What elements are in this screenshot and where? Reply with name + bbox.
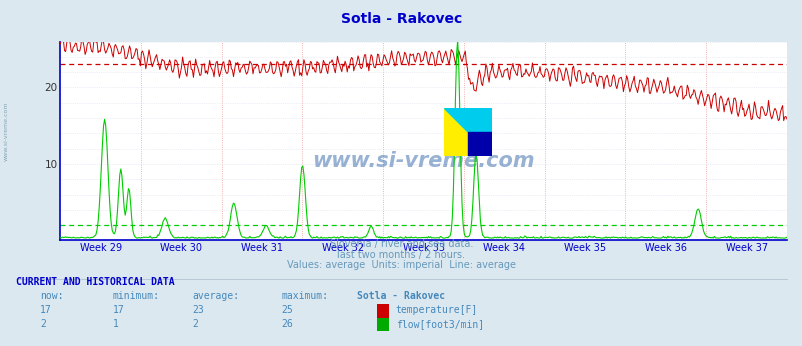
Polygon shape <box>444 108 492 156</box>
Text: Sotla - Rakovec: Sotla - Rakovec <box>357 291 445 301</box>
Text: CURRENT AND HISTORICAL DATA: CURRENT AND HISTORICAL DATA <box>16 277 175 288</box>
Text: Slovenia / river and sea data.: Slovenia / river and sea data. <box>330 239 472 249</box>
Polygon shape <box>444 108 492 156</box>
Text: Values: average  Units: imperial  Line: average: Values: average Units: imperial Line: av… <box>286 260 516 270</box>
Text: 23: 23 <box>192 305 205 315</box>
Text: 1: 1 <box>112 319 118 329</box>
Text: 2: 2 <box>40 319 46 329</box>
Text: temperature[F]: temperature[F] <box>395 305 477 315</box>
Text: 17: 17 <box>40 305 52 315</box>
Text: www.si-vreme.com: www.si-vreme.com <box>312 151 534 171</box>
Text: www.si-vreme.com: www.si-vreme.com <box>4 102 9 161</box>
Text: 25: 25 <box>281 305 293 315</box>
Text: last two months / 2 hours.: last two months / 2 hours. <box>337 250 465 260</box>
Text: minimum:: minimum: <box>112 291 160 301</box>
Text: flow[foot3/min]: flow[foot3/min] <box>395 319 484 329</box>
Text: average:: average: <box>192 291 240 301</box>
Text: maximum:: maximum: <box>281 291 328 301</box>
Bar <box>468 132 492 156</box>
Text: 17: 17 <box>112 305 124 315</box>
Text: 26: 26 <box>281 319 293 329</box>
Text: 2: 2 <box>192 319 198 329</box>
Text: Sotla - Rakovec: Sotla - Rakovec <box>341 12 461 26</box>
Text: now:: now: <box>40 291 63 301</box>
